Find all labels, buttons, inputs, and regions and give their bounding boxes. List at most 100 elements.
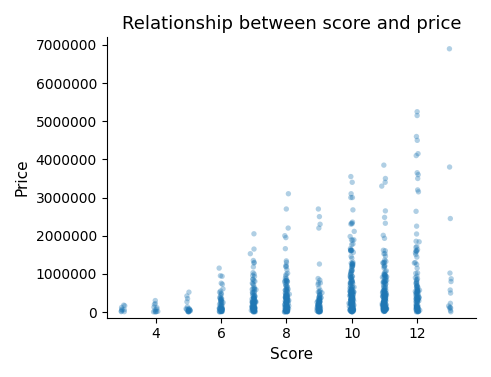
- Point: [283, 304, 291, 310]
- Point: [217, 308, 225, 314]
- Point: [249, 304, 257, 310]
- Point: [282, 294, 290, 300]
- Point: [185, 306, 193, 312]
- Point: [414, 172, 422, 178]
- Point: [348, 268, 356, 274]
- Point: [283, 292, 291, 298]
- Point: [315, 295, 323, 301]
- Point: [315, 308, 323, 314]
- Point: [283, 267, 291, 273]
- Point: [316, 221, 324, 227]
- Point: [382, 302, 389, 308]
- Point: [382, 307, 390, 313]
- Point: [348, 294, 356, 300]
- Point: [250, 299, 258, 305]
- Point: [250, 231, 258, 237]
- Point: [348, 307, 355, 313]
- Point: [218, 303, 225, 310]
- Point: [349, 261, 356, 267]
- Point: [217, 300, 224, 306]
- Point: [412, 302, 420, 308]
- Point: [250, 302, 258, 308]
- Point: [382, 268, 389, 274]
- Point: [382, 305, 389, 311]
- Point: [347, 247, 355, 253]
- Point: [346, 307, 354, 313]
- Point: [347, 274, 355, 280]
- Point: [382, 220, 389, 226]
- Point: [446, 270, 454, 276]
- Point: [250, 305, 258, 311]
- Point: [315, 300, 323, 306]
- Point: [185, 307, 193, 313]
- Point: [413, 265, 421, 271]
- Point: [413, 289, 421, 295]
- Point: [381, 235, 388, 241]
- Point: [381, 306, 389, 312]
- Point: [412, 292, 420, 298]
- Point: [446, 164, 454, 170]
- Point: [410, 260, 418, 266]
- Point: [282, 300, 290, 306]
- Point: [380, 298, 388, 304]
- Point: [412, 296, 420, 302]
- Point: [248, 304, 256, 310]
- Point: [316, 299, 324, 305]
- Point: [249, 305, 257, 311]
- Point: [218, 307, 225, 313]
- Point: [379, 293, 386, 299]
- Point: [379, 302, 387, 308]
- Point: [316, 308, 324, 314]
- Point: [382, 281, 390, 287]
- Point: [414, 292, 422, 298]
- Point: [251, 305, 259, 311]
- Point: [249, 306, 257, 312]
- Point: [348, 290, 356, 296]
- Point: [315, 297, 323, 303]
- Point: [315, 308, 323, 314]
- Point: [314, 306, 322, 312]
- Point: [317, 280, 325, 286]
- Point: [349, 307, 357, 313]
- Point: [251, 304, 259, 310]
- Point: [250, 307, 258, 313]
- Point: [316, 306, 324, 312]
- Point: [282, 280, 290, 286]
- Point: [283, 308, 291, 314]
- Point: [314, 303, 322, 309]
- Point: [414, 308, 422, 314]
- Point: [381, 304, 388, 310]
- Point: [413, 299, 421, 305]
- Point: [118, 306, 126, 312]
- Point: [380, 162, 388, 168]
- Point: [185, 308, 193, 314]
- Point: [413, 291, 421, 297]
- Point: [413, 261, 421, 267]
- Point: [184, 307, 192, 313]
- Point: [315, 309, 323, 315]
- Point: [382, 295, 390, 301]
- Point: [382, 297, 389, 303]
- Point: [415, 295, 423, 301]
- Point: [186, 307, 194, 313]
- Point: [413, 306, 421, 312]
- Point: [381, 292, 389, 298]
- Point: [218, 306, 226, 312]
- Point: [250, 260, 258, 266]
- Point: [348, 279, 356, 285]
- Point: [218, 296, 225, 302]
- Point: [381, 308, 389, 314]
- Point: [412, 248, 420, 254]
- Point: [315, 305, 323, 311]
- Point: [185, 309, 192, 315]
- Point: [348, 306, 355, 312]
- Point: [347, 305, 355, 311]
- Point: [381, 299, 388, 305]
- Point: [283, 305, 291, 311]
- Point: [347, 289, 355, 295]
- Point: [249, 290, 257, 296]
- Point: [347, 308, 355, 314]
- Point: [283, 306, 291, 312]
- Point: [381, 300, 389, 307]
- Point: [218, 308, 225, 314]
